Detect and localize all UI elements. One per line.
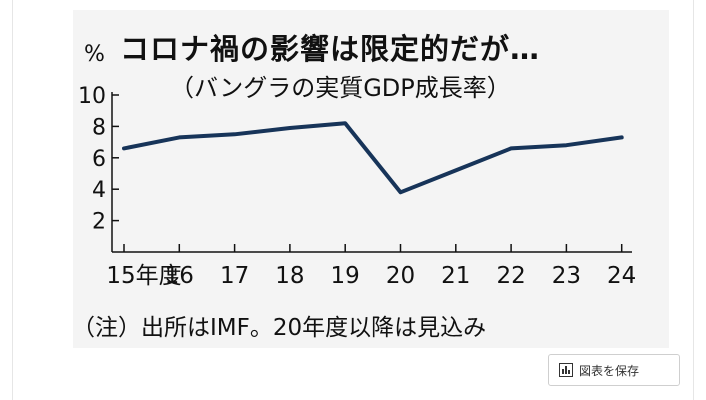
x-tick-label-3: 18 — [275, 263, 304, 289]
y-tick-label-6: 6 — [92, 147, 106, 172]
x-tick-label-5: 20 — [386, 263, 415, 289]
source-note: （注）出所はIMF。20年度以降は見込み — [72, 315, 487, 341]
x-tick-label-0: 15年度 — [106, 263, 181, 289]
x-tick-label-4: 19 — [331, 263, 360, 289]
x-tick-label-7: 22 — [496, 263, 525, 289]
y-tick-label-8: 8 — [92, 115, 106, 140]
y-tick-label-10: 10 — [78, 84, 106, 109]
bar-chart-icon — [559, 363, 573, 377]
save-chart-button[interactable]: 図表を保存 — [548, 354, 680, 386]
x-tick-label-9: 24 — [607, 263, 636, 289]
x-tick-label-1: 16 — [165, 263, 194, 289]
x-tick-label-6: 21 — [441, 263, 470, 289]
chart-card — [12, 0, 694, 400]
y-tick-label-2: 2 — [92, 210, 106, 235]
x-tick-label-8: 23 — [552, 263, 581, 289]
chart-subtitle: （バングラの実質GDP成長率） — [170, 74, 511, 102]
x-tick-label-2: 17 — [220, 263, 249, 289]
save-chart-label: 図表を保存 — [579, 363, 640, 378]
chart-title: コロナ禍の影響は限定的だが… — [120, 32, 541, 66]
gdp-growth-series-line — [122, 121, 624, 195]
chart-figure — [73, 10, 669, 348]
y-tick-label-4: 4 — [92, 178, 106, 203]
y-axis-unit: % — [84, 42, 105, 67]
